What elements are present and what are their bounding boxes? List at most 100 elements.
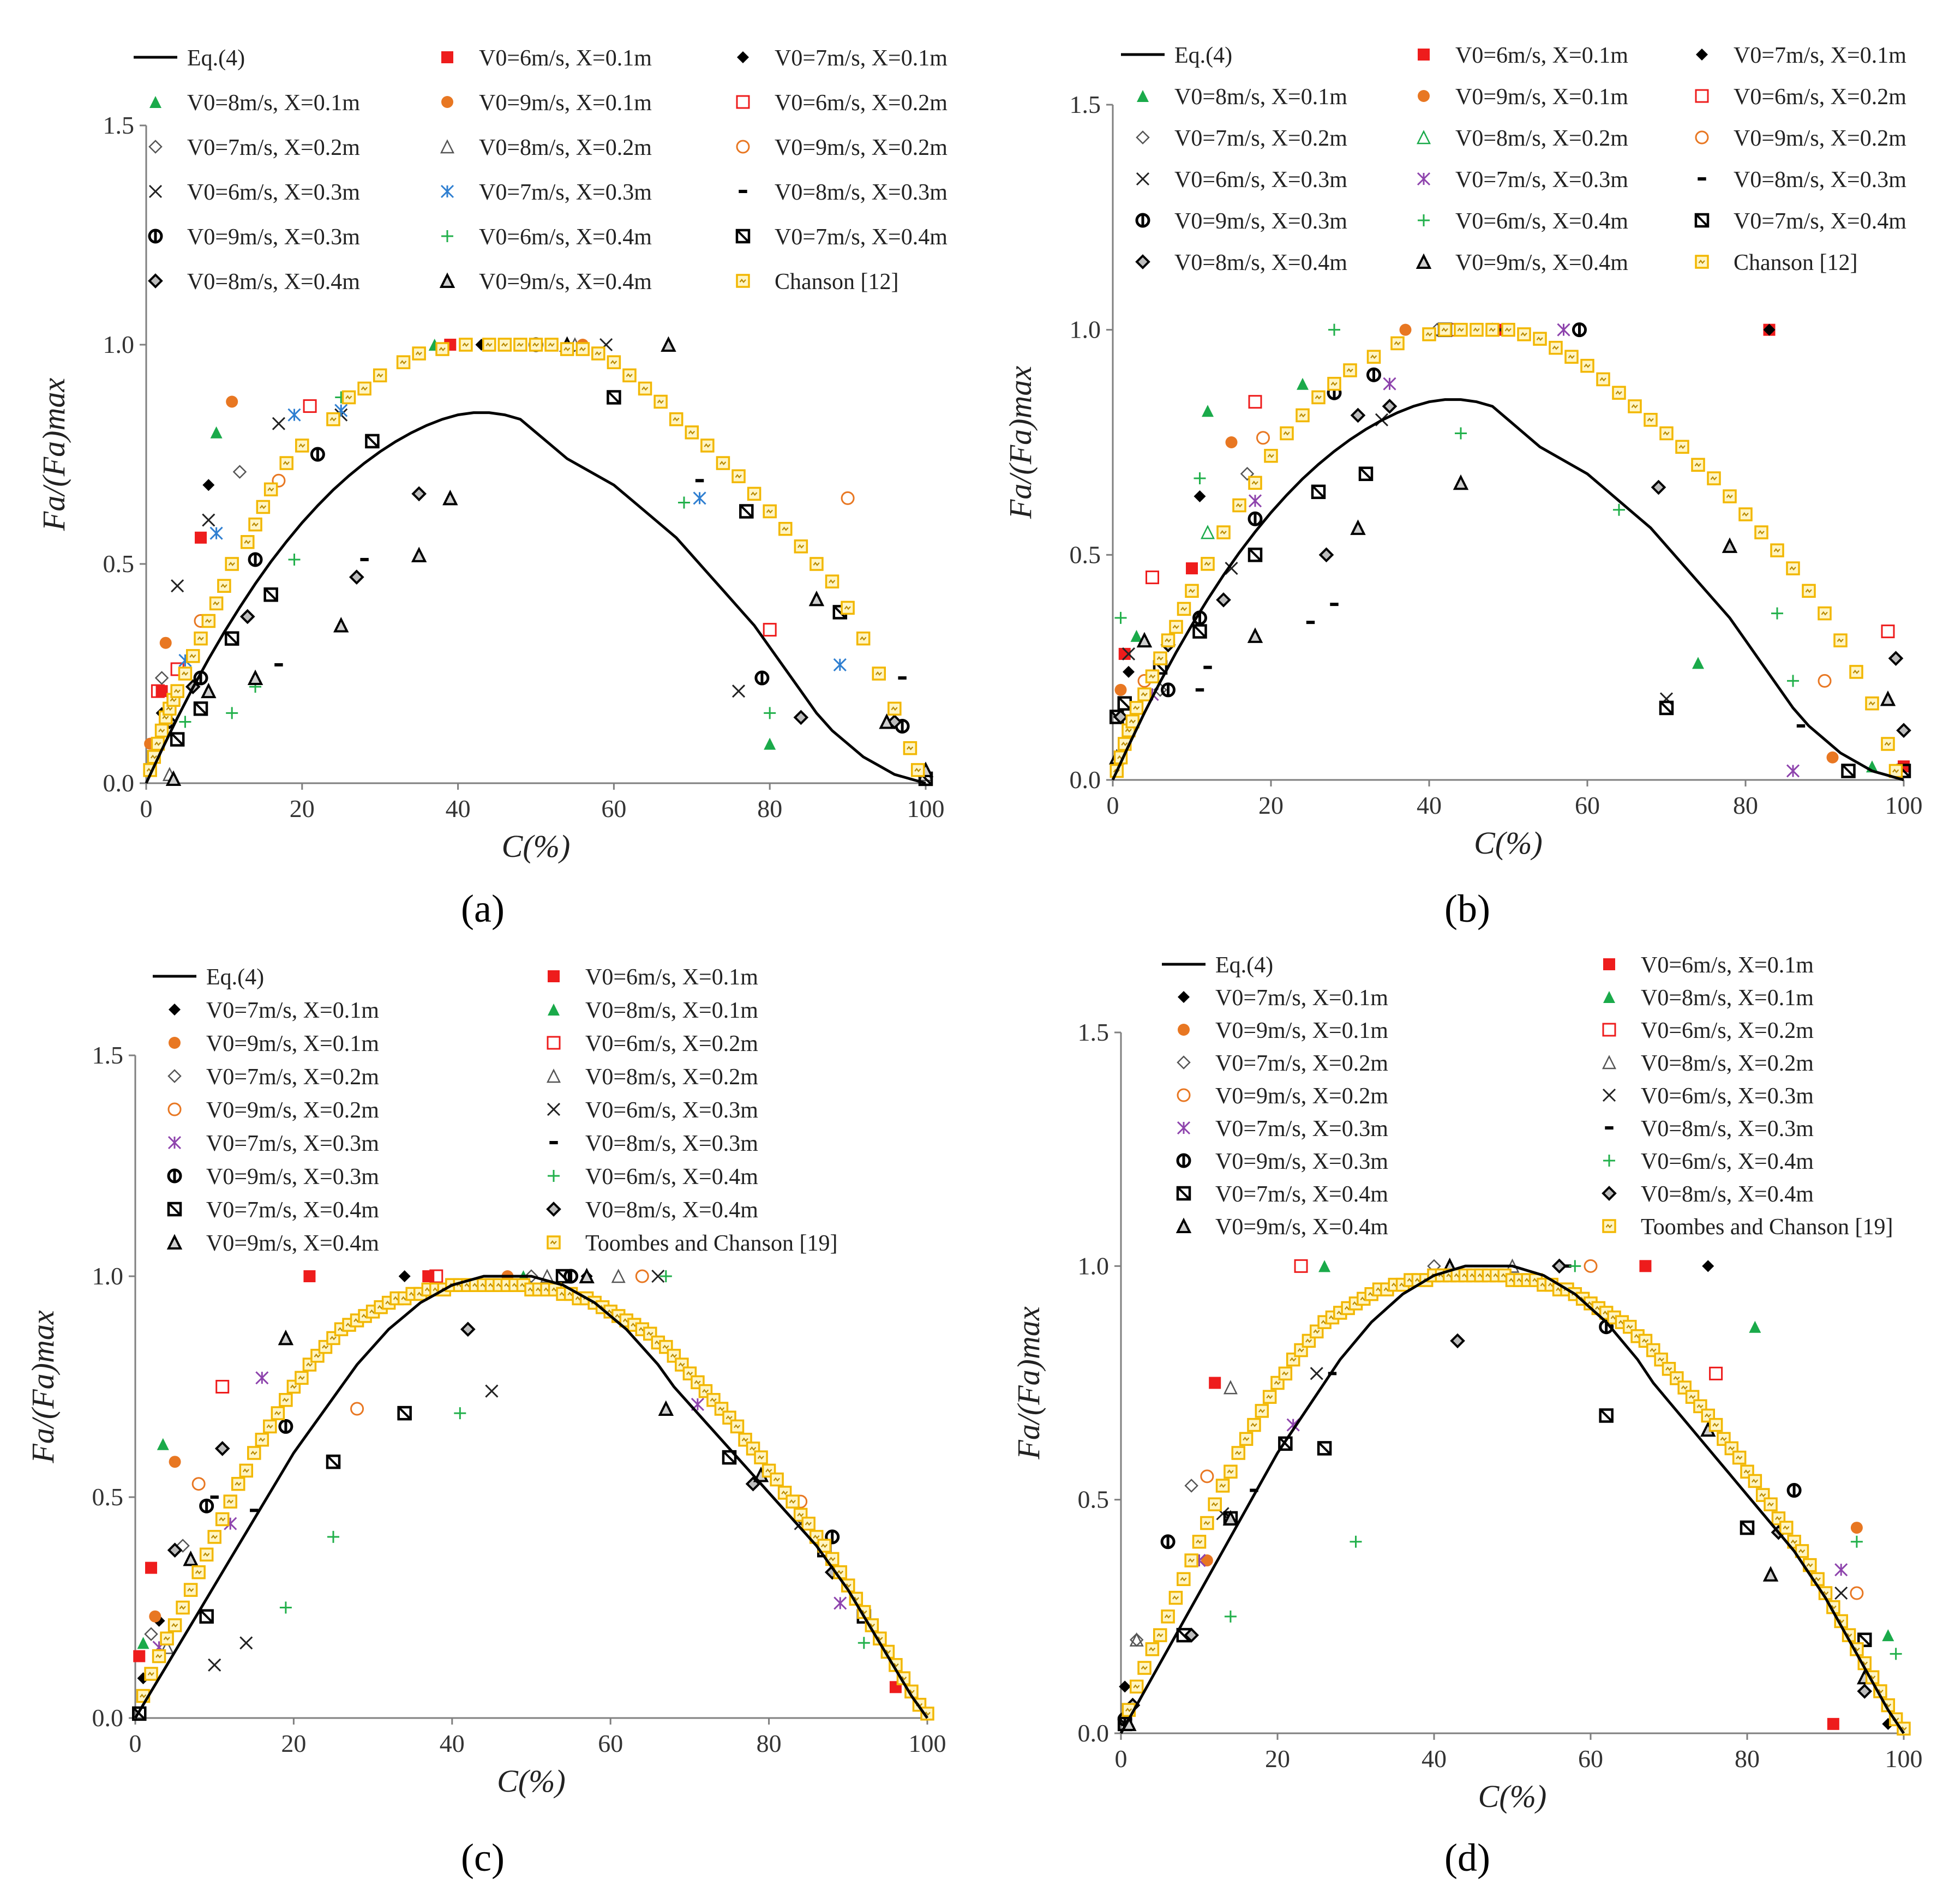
data-point-hatched-square-marker bbox=[1177, 602, 1191, 616]
data-point-hatched-square-marker bbox=[271, 1406, 285, 1420]
data-point-hatched-square-marker bbox=[856, 631, 871, 646]
legend-item: V0=9m/s, X=0.1m bbox=[1178, 1018, 1388, 1043]
data-point-hatched-square-marker bbox=[1881, 737, 1895, 751]
data-point-slashed-square-marker bbox=[722, 1450, 737, 1465]
legend-open-circle-marker bbox=[1695, 130, 1709, 145]
data-point-hatched-square-marker bbox=[638, 381, 652, 396]
data-point-hatched-square-marker bbox=[1177, 1572, 1191, 1587]
data-point-hatched-square-marker bbox=[1215, 1479, 1230, 1493]
legend-label: V0=8m/s, X=0.3m bbox=[1734, 167, 1906, 193]
data-point-hatched-square-marker bbox=[1201, 557, 1215, 571]
legend-item: V0=9m/s, X=0.4m bbox=[1176, 1215, 1388, 1240]
data-point-open-diamond-marker bbox=[1129, 1632, 1144, 1647]
x-tick-label: 80 bbox=[1735, 1745, 1760, 1773]
data-point-hatched-square-marker bbox=[1255, 1404, 1269, 1418]
data-point-hatched-square-marker bbox=[731, 469, 746, 483]
data-point-hatched-square-marker bbox=[1280, 426, 1294, 441]
data-point-open-square-marker bbox=[1709, 1366, 1723, 1380]
legend-bold-diamond-marker bbox=[546, 1202, 561, 1217]
data-point-open-circle-marker bbox=[350, 1402, 364, 1416]
data-point-open-diamond-marker bbox=[144, 1627, 158, 1641]
legend-barred-circle-marker bbox=[1135, 213, 1150, 228]
data-point-hatched-square-marker bbox=[1786, 561, 1800, 575]
data-point-x-marker bbox=[1122, 647, 1136, 660]
data-point-hatched-square-marker bbox=[412, 346, 426, 361]
data-point-hatched-square-marker bbox=[239, 1463, 254, 1478]
data-point-dash-marker bbox=[250, 1509, 259, 1512]
legend-item: V0=6m/s, X=0.4m bbox=[1418, 209, 1628, 234]
y-axis-label: Fa/(Fa)max bbox=[25, 1310, 61, 1463]
data-point-slashed-square-marker bbox=[1358, 466, 1374, 482]
data-point-bold-diamond-marker bbox=[214, 1441, 230, 1456]
data-point-slashed-square-marker bbox=[1317, 1441, 1332, 1456]
data-point-hatched-square-marker bbox=[1125, 714, 1140, 729]
legend-label: V0=6m/s, X=0.4m bbox=[479, 225, 652, 250]
data-point-hatched-square-marker bbox=[1145, 1642, 1160, 1656]
legend-label: V0=6m/s, X=0.1m bbox=[1455, 43, 1628, 68]
x-tick-label: 0 bbox=[1115, 1745, 1128, 1773]
legend-label: Eq.(4) bbox=[1215, 953, 1273, 978]
data-point-barred-circle-marker bbox=[310, 447, 325, 462]
data-point-hatched-square-marker bbox=[1247, 1418, 1261, 1432]
legend-open-square-marker bbox=[1695, 89, 1709, 103]
data-point-hatched-square-marker bbox=[1732, 1450, 1747, 1465]
data-point-bold-diamond-marker bbox=[1350, 407, 1366, 423]
data-point-x-marker bbox=[202, 513, 215, 527]
legend-item: V0=9m/s, X=0.1m bbox=[441, 91, 652, 116]
data-point-hatched-square-marker bbox=[1169, 620, 1183, 634]
data-point-star-marker bbox=[255, 1371, 269, 1385]
data-point-open-square-marker bbox=[151, 684, 165, 698]
legend-item: Toombes and Chanson [19] bbox=[1602, 1215, 1893, 1240]
y-tick-label: 1.5 bbox=[103, 111, 135, 139]
legend-item: Toombes and Chanson [19] bbox=[547, 1231, 838, 1256]
data-point-hatched-square-marker bbox=[575, 342, 590, 356]
legend-item: V0=8m/s, X=0.4m bbox=[546, 1198, 758, 1223]
data-point-hatched-square-marker bbox=[1327, 376, 1341, 391]
data-point-bold-diamond-marker bbox=[1382, 399, 1398, 414]
data-point-circle-marker bbox=[1225, 436, 1238, 448]
data-points bbox=[143, 336, 934, 786]
x-tick-label: 40 bbox=[1422, 1745, 1447, 1773]
data-point-x-marker bbox=[1310, 1367, 1323, 1380]
data-point-star-marker bbox=[1786, 764, 1800, 778]
legend-label: V0=7m/s, X=0.3m bbox=[1455, 167, 1628, 193]
data-point-square-marker bbox=[1639, 1260, 1652, 1272]
data-point-hatched-square-marker bbox=[763, 504, 777, 519]
data-point-bold-diamond-marker bbox=[1551, 1258, 1567, 1274]
legend-item: V0=6m/s, X=0.2m bbox=[1602, 1018, 1814, 1043]
data-point-dash-marker bbox=[695, 479, 704, 483]
x-tick-label: 100 bbox=[909, 1729, 946, 1757]
panel-caption: (d) bbox=[1444, 1836, 1490, 1879]
data-point-hatched-square-marker bbox=[1708, 1418, 1723, 1432]
legend-item: V0=6m/s, X=0.3m bbox=[547, 1098, 758, 1123]
legend-item: V0=9m/s, X=0.3m bbox=[148, 225, 360, 250]
data-point-plus-marker bbox=[1569, 1260, 1581, 1272]
legend-item: V0=8m/s, X=0.2m bbox=[546, 1065, 758, 1090]
data-point-hatched-square-marker bbox=[1833, 633, 1848, 647]
data-point-hatched-square-marker bbox=[1366, 350, 1381, 364]
data-point-hatched-square-marker bbox=[357, 381, 371, 396]
data-point-triangle-marker bbox=[137, 1637, 149, 1649]
data-point-diamond-marker bbox=[1763, 323, 1776, 336]
data-point-circle-marker bbox=[1826, 751, 1839, 764]
data-point-open-square-marker bbox=[1146, 570, 1159, 585]
data-point-bold-diamond-marker bbox=[1888, 651, 1904, 666]
data-point-dash-marker bbox=[1203, 665, 1212, 669]
data-point-barred-circle-marker bbox=[563, 1269, 579, 1284]
data-point-bold-triangle-marker bbox=[165, 770, 182, 786]
legend-item: V0=9m/s, X=0.2m bbox=[736, 135, 947, 160]
legend-label: V0=7m/s, X=0.1m bbox=[206, 998, 379, 1023]
data-point-bold-diamond-marker bbox=[1184, 1627, 1199, 1643]
data-point-triangle-marker bbox=[764, 737, 776, 750]
legend-slashed-square-marker bbox=[1694, 213, 1710, 228]
data-point-star-marker bbox=[833, 658, 847, 671]
legend-item: V0=8m/s, X=0.2m bbox=[1416, 126, 1628, 151]
data-point-plus-marker bbox=[179, 716, 191, 728]
legend-x-marker bbox=[1136, 172, 1150, 186]
data-point-plus-marker bbox=[1850, 1535, 1863, 1548]
data-point-slashed-square-marker bbox=[1192, 624, 1207, 639]
legend-hatched-square-marker bbox=[1695, 255, 1709, 269]
legend-item: V0=8m/s, X=0.3m bbox=[1605, 1116, 1814, 1142]
data-point-bold-triangle-marker bbox=[411, 546, 427, 562]
data-point-hatched-square-marker bbox=[809, 557, 824, 571]
